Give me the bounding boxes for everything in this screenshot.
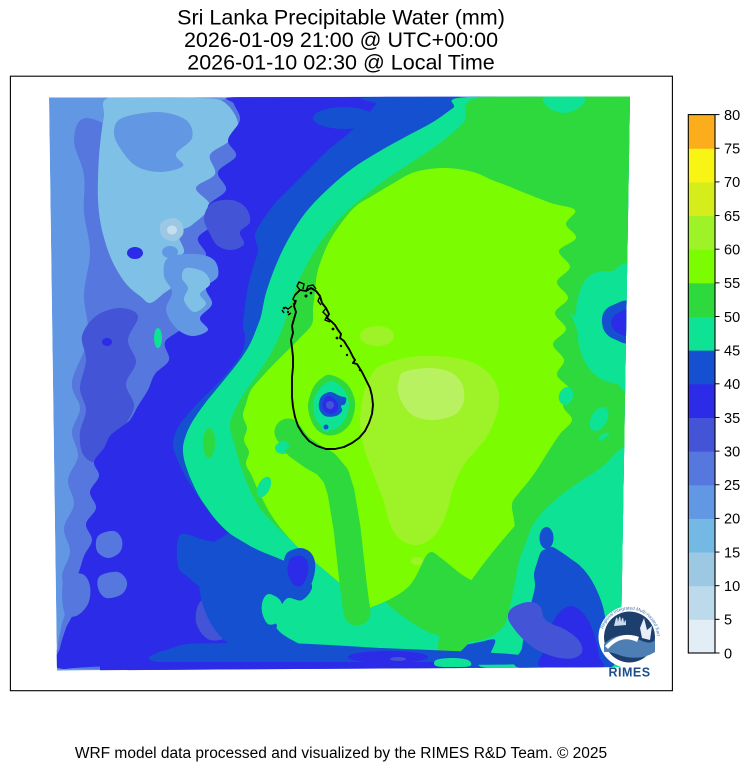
svg-text:80: 80 <box>724 108 740 124</box>
svg-text:WRF model data processed and v: WRF model data processed and visualized … <box>75 745 607 762</box>
svg-text:15: 15 <box>724 545 740 561</box>
svg-text:70: 70 <box>724 175 740 191</box>
svg-text:2026-01-09 21:00 @ UTC+00:00: 2026-01-09 21:00 @ UTC+00:00 <box>184 28 498 52</box>
svg-text:30: 30 <box>724 444 740 460</box>
svg-text:75: 75 <box>724 142 740 158</box>
svg-text:45: 45 <box>724 343 740 359</box>
svg-text:40: 40 <box>724 377 740 393</box>
svg-text:55: 55 <box>724 276 740 292</box>
svg-text:2026-01-10 02:30 @ Local Time: 2026-01-10 02:30 @ Local Time <box>187 51 495 75</box>
svg-text:50: 50 <box>724 310 740 326</box>
svg-text:10: 10 <box>724 579 740 595</box>
svg-text:0: 0 <box>724 646 732 662</box>
svg-text:Sri Lanka Precipitable Water (: Sri Lanka Precipitable Water (mm) <box>177 6 505 30</box>
svg-text:5: 5 <box>724 613 732 629</box>
svg-text:60: 60 <box>724 243 740 259</box>
svg-text:35: 35 <box>724 411 740 427</box>
svg-text:65: 65 <box>724 209 740 225</box>
svg-text:20: 20 <box>724 512 740 528</box>
svg-text:RIMES: RIMES <box>608 666 650 680</box>
svg-text:25: 25 <box>724 478 740 494</box>
